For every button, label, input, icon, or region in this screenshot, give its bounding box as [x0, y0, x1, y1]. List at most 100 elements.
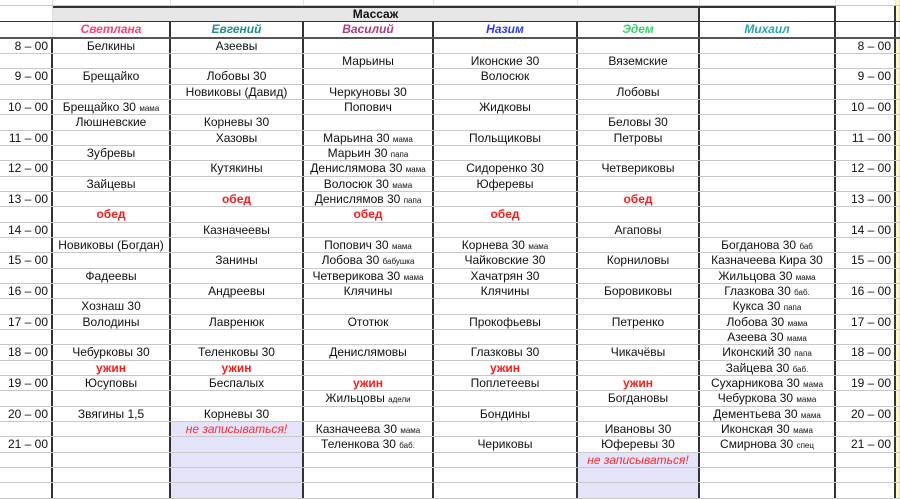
- appointment-cell[interactable]: Марьина 30 мама: [304, 130, 434, 145]
- appointment-cell[interactable]: обед: [171, 191, 304, 207]
- cell[interactable]: [896, 69, 900, 84]
- cell[interactable]: [304, 0, 434, 5]
- appointment-cell[interactable]: Брещайко: [53, 69, 171, 84]
- appointment-cell[interactable]: [171, 53, 304, 69]
- appointment-cell[interactable]: Казначеевы: [171, 222, 304, 237]
- appointment-cell[interactable]: Жидковы: [434, 99, 578, 115]
- appointment-cell[interactable]: Звягины 1,5: [53, 406, 171, 422]
- appointment-cell[interactable]: Петренко: [578, 314, 700, 330]
- appointment-cell[interactable]: Белкины: [53, 38, 171, 53]
- appointment-cell[interactable]: Беловы 30: [578, 115, 700, 130]
- appointment-cell[interactable]: Поплетеевы: [434, 376, 578, 391]
- appointment-cell[interactable]: Лобовы 30: [171, 69, 304, 84]
- appointment-cell[interactable]: Зубревы: [53, 145, 171, 161]
- appointment-cell[interactable]: [700, 84, 836, 99]
- cell[interactable]: [896, 130, 900, 145]
- appointment-cell[interactable]: Сидоренко 30: [434, 161, 578, 176]
- appointment-cell[interactable]: Хазовы: [171, 130, 304, 145]
- appointment-cell[interactable]: Прокофьевы: [434, 314, 578, 330]
- appointment-cell[interactable]: [53, 253, 171, 268]
- appointment-cell[interactable]: не записываться!: [171, 422, 304, 437]
- appointment-cell[interactable]: Чебурковы 30: [53, 345, 171, 360]
- appointment-cell[interactable]: [578, 237, 700, 253]
- appointment-cell[interactable]: [53, 422, 171, 437]
- appointment-cell[interactable]: [53, 84, 171, 99]
- appointment-cell[interactable]: [434, 191, 578, 207]
- appointment-cell[interactable]: Беспалых: [171, 376, 304, 391]
- appointment-cell[interactable]: [304, 468, 434, 483]
- appointment-cell[interactable]: [700, 176, 836, 191]
- cell[interactable]: [896, 99, 900, 115]
- appointment-cell[interactable]: Лобова 30 бабушка: [304, 253, 434, 268]
- appointment-cell[interactable]: Смирнова 30 спец: [700, 437, 836, 452]
- appointment-cell[interactable]: [578, 468, 700, 483]
- appointment-cell[interactable]: [578, 69, 700, 84]
- appointment-cell[interactable]: Азеевы: [171, 38, 304, 53]
- appointment-cell[interactable]: [171, 468, 304, 483]
- appointment-cell[interactable]: Брещайко 30 мама: [53, 99, 171, 115]
- cell[interactable]: [700, 6, 836, 21]
- appointment-cell[interactable]: Корневы 30: [171, 406, 304, 422]
- appointment-cell[interactable]: [700, 452, 836, 468]
- appointment-cell[interactable]: Корневы 30: [171, 115, 304, 130]
- appointment-cell[interactable]: Теленкова 30 баб.: [304, 437, 434, 452]
- cell[interactable]: [0, 22, 53, 37]
- appointment-cell[interactable]: [578, 330, 700, 345]
- appointment-cell[interactable]: [171, 483, 304, 498]
- appointment-cell[interactable]: [434, 452, 578, 468]
- appointment-cell[interactable]: [700, 191, 836, 207]
- appointment-cell[interactable]: [700, 222, 836, 237]
- cell[interactable]: [896, 38, 900, 53]
- appointment-cell[interactable]: Володины: [53, 314, 171, 330]
- appointment-cell[interactable]: [171, 330, 304, 345]
- appointment-cell[interactable]: [171, 207, 304, 222]
- appointment-cell[interactable]: обед: [53, 207, 171, 222]
- cell[interactable]: [896, 22, 900, 37]
- appointment-cell[interactable]: [434, 299, 578, 314]
- appointment-cell[interactable]: Боровиковы: [578, 284, 700, 299]
- appointment-cell[interactable]: Чебуркова 30 мама: [700, 391, 836, 406]
- cell[interactable]: [896, 84, 900, 99]
- appointment-cell[interactable]: [700, 145, 836, 161]
- appointment-cell[interactable]: Денислямовы: [304, 345, 434, 360]
- cell[interactable]: [896, 345, 900, 360]
- appointment-cell[interactable]: [304, 222, 434, 237]
- cell[interactable]: [896, 161, 900, 176]
- cell[interactable]: [836, 0, 896, 5]
- appointment-cell[interactable]: [304, 69, 434, 84]
- cell[interactable]: [896, 330, 900, 345]
- appointment-cell[interactable]: Ототюк: [304, 314, 434, 330]
- appointment-cell[interactable]: [578, 38, 700, 53]
- appointment-cell[interactable]: Глазкова 30 баб.: [700, 284, 836, 299]
- appointment-cell[interactable]: [578, 207, 700, 222]
- cell[interactable]: [896, 253, 900, 268]
- appointment-cell[interactable]: [578, 406, 700, 422]
- appointment-cell[interactable]: [434, 38, 578, 53]
- appointment-cell[interactable]: Волосюк: [434, 69, 578, 84]
- appointment-cell[interactable]: [171, 299, 304, 314]
- appointment-cell[interactable]: [700, 130, 836, 145]
- appointment-cell[interactable]: обед: [304, 207, 434, 222]
- appointment-cell[interactable]: Азеева 30 мама: [700, 330, 836, 345]
- appointment-cell[interactable]: Ивановы 30: [578, 422, 700, 437]
- appointment-cell[interactable]: Зайцева 30 баб.: [700, 360, 836, 376]
- cell[interactable]: [896, 6, 900, 21]
- cell[interactable]: [896, 391, 900, 406]
- cell[interactable]: [896, 452, 900, 468]
- cell[interactable]: [0, 6, 53, 21]
- appointment-cell[interactable]: [434, 422, 578, 437]
- appointment-cell[interactable]: Юферевы: [434, 176, 578, 191]
- appointment-cell[interactable]: [700, 161, 836, 176]
- appointment-cell[interactable]: Жильцова 30 мама: [700, 268, 836, 283]
- appointment-cell[interactable]: [53, 191, 171, 207]
- appointment-cell[interactable]: [578, 483, 700, 498]
- appointment-cell[interactable]: Попович: [304, 99, 434, 115]
- appointment-cell[interactable]: Кукса 30 папа: [700, 299, 836, 314]
- appointment-cell[interactable]: Лобова 30 мама: [700, 314, 836, 330]
- appointment-cell[interactable]: [53, 161, 171, 176]
- cell[interactable]: [578, 0, 700, 5]
- appointment-cell[interactable]: обед: [578, 191, 700, 207]
- appointment-cell[interactable]: Фадеевы: [53, 268, 171, 283]
- appointment-cell[interactable]: Лобовы: [578, 84, 700, 99]
- cell[interactable]: [896, 237, 900, 253]
